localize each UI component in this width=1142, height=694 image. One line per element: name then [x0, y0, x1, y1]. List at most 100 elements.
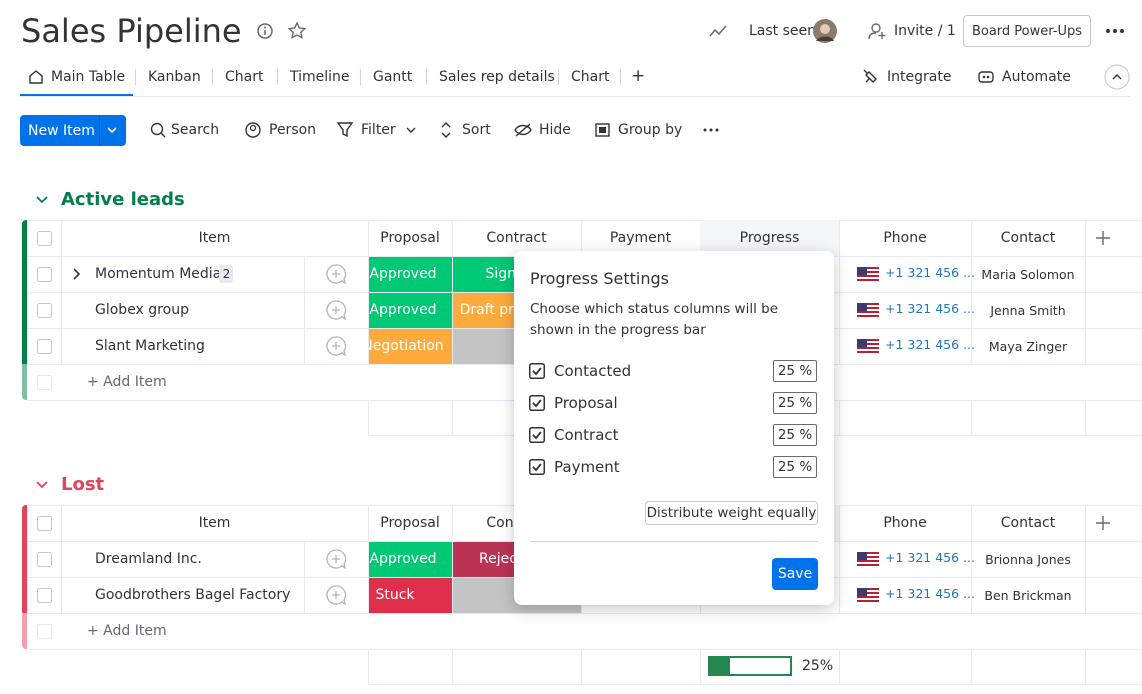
tab[interactable]: Main Table — [51, 69, 126, 85]
add-item[interactable]: + Add Item — [87, 374, 167, 390]
collapse-button[interactable] — [1104, 64, 1130, 90]
item-name[interactable]: Slant Marketing — [95, 338, 205, 354]
save-button[interactable]: Save — [772, 558, 818, 590]
tab-separator — [360, 69, 361, 85]
weight-input[interactable]: 25 % — [773, 456, 817, 478]
us-flag — [856, 551, 880, 570]
phone[interactable]: +1 321 456 ... — [885, 265, 975, 280]
phone[interactable]: +1 321 456 ... — [885, 586, 975, 601]
phone[interactable]: +1 321 456 ... — [885, 337, 975, 352]
status-label: Approved — [369, 302, 437, 318]
search[interactable]: Search — [171, 122, 220, 138]
weight-input[interactable]: 25 % — [773, 424, 817, 446]
new-item-button[interactable]: New Item — [20, 115, 126, 146]
group-title[interactable]: Lost — [61, 474, 105, 495]
toolbar-icons — [150, 122, 719, 138]
tab[interactable]: Sales rep details — [439, 69, 555, 85]
item-name[interactable]: Momentum Media — [95, 266, 222, 282]
automate-icon[interactable] — [976, 69, 996, 85]
tab[interactable]: Kanban — [148, 69, 201, 85]
hide[interactable]: Hide — [539, 122, 571, 138]
contact: Maria Solomon — [981, 267, 1075, 282]
filter[interactable]: Filter — [361, 122, 396, 138]
col-line — [304, 256, 305, 364]
power-ups-button[interactable]: Board Power-Ups — [963, 15, 1091, 47]
popup-column-label: Contacted — [554, 362, 632, 380]
column-header[interactable]: Contract — [486, 230, 547, 246]
tab-separator — [212, 69, 213, 85]
tab[interactable]: Chart — [225, 69, 264, 85]
column-header[interactable]: Contact — [1000, 515, 1056, 531]
automate[interactable]: Automate — [1002, 69, 1071, 85]
col-line — [839, 220, 840, 364]
contact: Brionna Jones — [985, 552, 1071, 567]
status-cell: Stuck — [369, 578, 452, 613]
column-header[interactable]: Item — [198, 230, 231, 246]
add-tab[interactable]: + — [631, 66, 646, 86]
avatar[interactable] — [813, 19, 837, 43]
tab[interactable]: Chart — [571, 69, 610, 85]
distribute-button[interactable]: Distribute weight equally — [645, 501, 818, 525]
group-chevron — [35, 478, 49, 496]
contact: Jenna Smith — [990, 303, 1066, 318]
tab[interactable]: Timeline — [290, 69, 350, 85]
home-icon — [29, 70, 43, 84]
add-item[interactable]: + Add Item — [87, 623, 167, 639]
col-line — [368, 505, 369, 613]
column-header[interactable]: Progress — [739, 230, 800, 246]
phone[interactable]: +1 321 456 ... — [885, 550, 975, 565]
invite[interactable]: Invite / 1 — [894, 23, 956, 39]
phone[interactable]: +1 321 456 ... — [885, 301, 975, 316]
item-name[interactable]: Goodbrothers Bagel Factory — [95, 587, 291, 603]
tab[interactable]: Gantt — [373, 69, 413, 85]
integrate[interactable]: Integrate — [887, 69, 952, 85]
us-flag — [856, 266, 880, 285]
tab-separator — [558, 69, 559, 85]
col-line — [27, 505, 28, 613]
column-header[interactable]: Proposal — [380, 230, 440, 246]
checkbox — [37, 588, 52, 607]
activity-icon[interactable] — [709, 24, 727, 38]
updates-icon — [326, 264, 347, 288]
group-title[interactable]: Active leads — [61, 189, 185, 210]
more-menu[interactable] — [1105, 28, 1125, 34]
summary-col-line — [368, 400, 369, 435]
title-icons[interactable] — [256, 22, 312, 40]
column-header[interactable]: Phone — [883, 515, 927, 531]
popup-column-label: Proposal — [554, 394, 618, 412]
group-color-bar — [22, 613, 27, 649]
checkbox — [37, 339, 52, 358]
column-header[interactable]: Contact — [1000, 230, 1056, 246]
person-filter[interactable]: Person — [269, 122, 317, 138]
button-divider — [99, 115, 100, 146]
group-by[interactable]: Group by — [618, 122, 683, 138]
group-color-bar — [22, 364, 27, 400]
weight-input[interactable]: 25 % — [773, 360, 817, 382]
col-line — [27, 220, 28, 364]
progress-fill — [708, 656, 730, 676]
add-column — [1096, 231, 1110, 249]
group-color-bar — [22, 505, 27, 613]
subitem-count: 2 — [219, 265, 234, 283]
updates-icon — [326, 336, 347, 360]
checkbox — [37, 231, 52, 250]
item-name[interactable]: Globex group — [95, 302, 189, 318]
col-line — [452, 505, 453, 613]
column-header[interactable]: Payment — [609, 230, 672, 246]
column-header[interactable]: Item — [198, 515, 231, 531]
column-header[interactable]: Proposal — [380, 515, 440, 531]
new-item-label: New Item — [28, 122, 95, 139]
checkbox — [37, 624, 52, 643]
tab-separator — [426, 69, 427, 85]
weight-input[interactable]: 25 % — [773, 392, 817, 414]
integrate-icon[interactable] — [862, 68, 880, 86]
sort[interactable]: Sort — [462, 122, 491, 138]
invite-icon[interactable] — [868, 22, 888, 40]
item-name[interactable]: Dreamland Inc. — [95, 551, 202, 567]
new-item-chevron[interactable] — [106, 125, 118, 135]
summary-col-line — [839, 649, 840, 684]
last-seen[interactable]: Last seen — [749, 23, 817, 39]
summary-col-line — [971, 400, 972, 435]
column-header[interactable]: Phone — [883, 230, 927, 246]
popup-checkbox — [529, 459, 545, 479]
